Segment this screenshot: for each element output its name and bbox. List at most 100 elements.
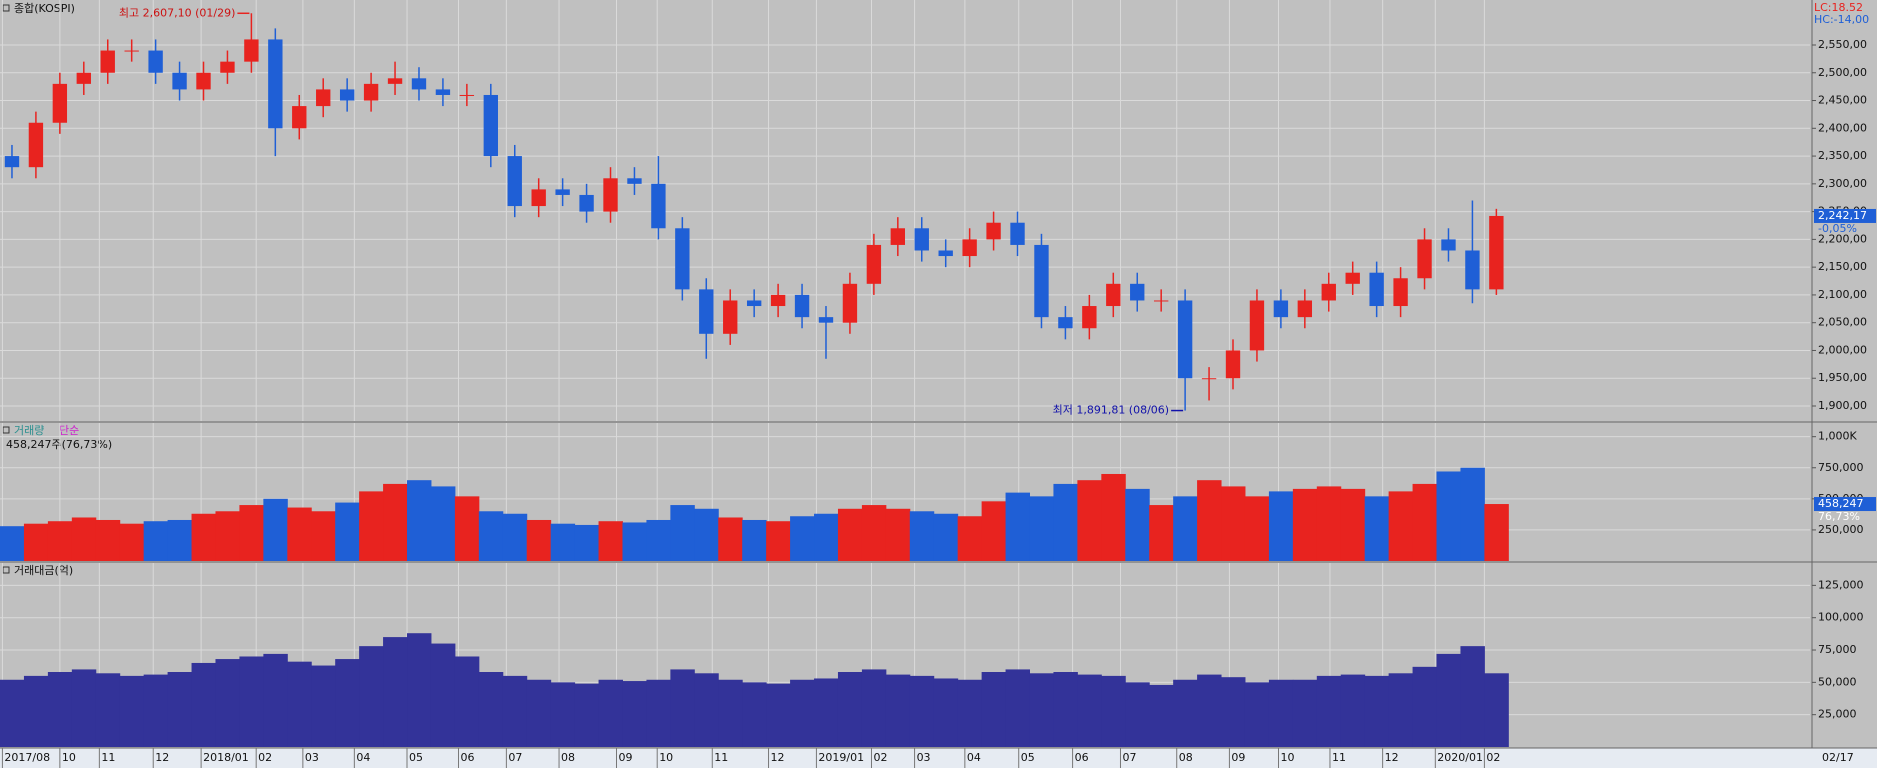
bar: [1340, 488, 1366, 561]
y-tick-label: 25,000: [1818, 708, 1857, 721]
last-value-box: [1814, 497, 1876, 512]
candle-body: [459, 94, 475, 96]
x-tick-label: 12: [155, 751, 169, 764]
y-tick-label: 2,550,00: [1818, 38, 1867, 51]
bar: [1197, 480, 1222, 561]
x-tick-label: 04: [356, 751, 370, 764]
bar: [1484, 504, 1509, 561]
candle-body: [555, 189, 570, 195]
last-value-label: 2,242,17: [1818, 209, 1867, 222]
candle-body: [1225, 350, 1241, 379]
lc-label: LC:18.52: [1814, 1, 1863, 14]
candle-body: [818, 317, 834, 323]
bar: [814, 678, 839, 747]
bar: [383, 483, 408, 561]
y-tick-label: 2,500,00: [1818, 66, 1867, 79]
x-tick-label: 12: [1385, 751, 1399, 764]
bar: [1125, 488, 1150, 561]
bar: [1460, 646, 1485, 747]
last-value-label: 458,247: [1818, 497, 1864, 510]
candle-body: [1106, 283, 1121, 307]
bar: [526, 519, 552, 561]
bar: [1364, 675, 1390, 747]
candle-body: [1393, 278, 1408, 307]
bar: [550, 523, 576, 561]
panel-subtitle: 단순: [59, 424, 79, 437]
bar: [1436, 653, 1461, 747]
y-tick-label: 2,200,00: [1818, 232, 1867, 245]
bar: [1268, 491, 1294, 561]
candle-body: [1489, 215, 1504, 290]
bar: [335, 502, 360, 561]
bar: [407, 480, 432, 561]
bar: [909, 675, 935, 747]
x-tick-label: 06: [460, 751, 474, 764]
x-tick-label: 11: [1332, 751, 1346, 764]
bar: [598, 521, 623, 561]
candle-body: [723, 300, 738, 334]
candle-body: [1177, 300, 1193, 379]
bar: [837, 508, 863, 561]
bar: [766, 521, 791, 561]
candle-body: [1321, 283, 1336, 301]
candle-body: [435, 89, 451, 95]
bar: [1125, 682, 1150, 747]
x-tick-label: 11: [101, 751, 115, 764]
candle-body: [842, 283, 858, 323]
bar: [646, 679, 671, 747]
panel-icon: [2, 426, 10, 434]
candle-body: [316, 89, 331, 107]
candle-body: [770, 294, 786, 307]
bar: [335, 659, 360, 747]
hc-label: HC:-14,00: [1814, 13, 1869, 26]
bar: [598, 679, 623, 747]
candle-body: [1082, 306, 1097, 329]
bar: [957, 679, 983, 747]
x-tick-label: 2019/01: [818, 751, 864, 764]
candle-body: [794, 294, 810, 318]
bar: [1221, 677, 1246, 747]
bar: [957, 516, 983, 561]
bar: [622, 522, 647, 561]
candle-body: [387, 78, 403, 84]
bar: [1292, 679, 1318, 747]
bar: [933, 513, 959, 561]
bar: [215, 659, 240, 747]
bar: [454, 656, 480, 747]
bar: [574, 524, 600, 561]
candle-body: [1058, 317, 1073, 329]
y-tick-label: 125,000: [1818, 578, 1864, 591]
bar: [143, 674, 169, 747]
bar: [981, 501, 1007, 561]
bar: [933, 678, 959, 747]
x-tick-label: 02: [873, 751, 887, 764]
x-tick-label: 07: [1122, 751, 1136, 764]
y-tick-label: 2,150,00: [1818, 260, 1867, 273]
bar: [1029, 496, 1054, 561]
bar: [311, 665, 336, 747]
bar: [167, 672, 193, 747]
bar: [0, 526, 25, 561]
ratio-label: 76,73%: [1818, 510, 1860, 523]
y-tick-label: 75,000: [1818, 643, 1857, 656]
bar: [1364, 496, 1390, 561]
candle-body: [579, 194, 594, 212]
candle-body: [914, 228, 929, 251]
x-tick-label: 03: [917, 751, 931, 764]
bar: [885, 508, 911, 561]
bar: [1244, 682, 1270, 747]
volume-info: 458,247주(76,73%): [6, 438, 112, 451]
bar: [71, 669, 97, 747]
candle-body: [651, 183, 666, 229]
bar: [1173, 679, 1198, 747]
bar: [1077, 480, 1102, 561]
x-tick-label: 08: [1179, 751, 1193, 764]
panel-icon: [2, 566, 10, 574]
candle-body: [699, 289, 714, 334]
candle-body: [244, 39, 259, 62]
y-tick-label: 1,900,00: [1818, 399, 1867, 412]
bar: [742, 682, 767, 747]
candle-body: [866, 244, 882, 284]
bar: [1101, 473, 1126, 561]
